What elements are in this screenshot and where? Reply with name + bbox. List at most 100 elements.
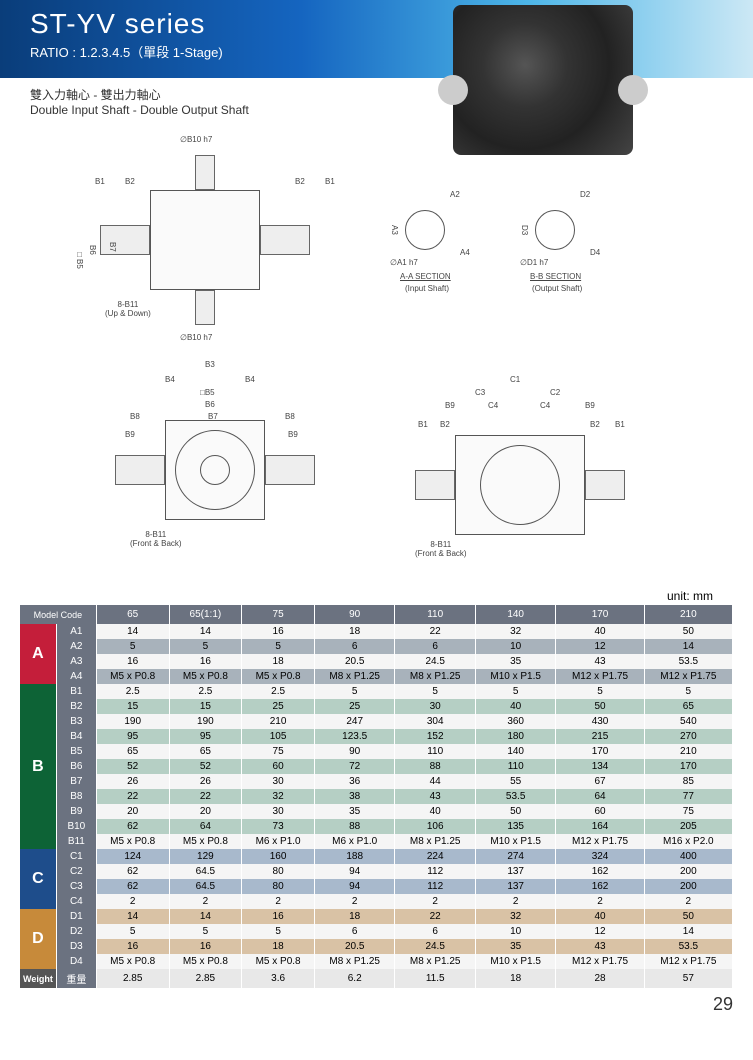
cell-value: 67 — [556, 774, 644, 789]
model-col: 140 — [475, 605, 555, 624]
cell-value: 5 — [644, 684, 732, 699]
table-row: A316161820.524.5354353.5 — [20, 654, 733, 669]
cell-value: 5 — [395, 684, 475, 699]
cell-value: 95 — [169, 729, 242, 744]
cell-value: 5 — [96, 639, 169, 654]
cell-value: 20 — [169, 804, 242, 819]
table-row: B11M5 x P0.8M5 x P0.8M6 x P1.0M6 x P1.0M… — [20, 834, 733, 849]
table-row: DD11414161822324050 — [20, 909, 733, 924]
header-banner: ST-YV series RATIO : 1.2.3.4.5（單段 1-Stag… — [0, 0, 753, 78]
cell-value: 64 — [556, 789, 644, 804]
row-code: B8 — [56, 789, 96, 804]
cell-value: 20 — [96, 804, 169, 819]
cell-value: 20.5 — [314, 654, 394, 669]
cell-value: M5 x P0.8 — [96, 834, 169, 849]
cell-value: M8 x P1.25 — [395, 834, 475, 849]
table-row: B3190190210247304360430540 — [20, 714, 733, 729]
cell-value: 25 — [314, 699, 394, 714]
cell-value: 11.5 — [395, 969, 475, 988]
cell-value: 110 — [395, 744, 475, 759]
label-input-shaft: (Input Shaft) — [405, 284, 449, 293]
spec-table-wrap: Model Code 65 65(1:1) 75 90 110 140 170 … — [0, 605, 753, 988]
cell-value: 90 — [314, 744, 394, 759]
cell-value: M5 x P0.8 — [96, 954, 169, 969]
cell-value: 10 — [475, 924, 555, 939]
cell-value: 137 — [475, 864, 555, 879]
label-c3: C3 — [475, 388, 485, 397]
product-photo — [453, 5, 633, 155]
model-col: 210 — [644, 605, 732, 624]
cell-value: M12 x P1.75 — [644, 954, 732, 969]
cell-value: M8 x P1.25 — [314, 669, 394, 684]
label-b5-t: □B5 — [200, 388, 215, 397]
cell-value: 18 — [314, 909, 394, 924]
cell-value: 140 — [475, 744, 555, 759]
cell-value: 22 — [395, 624, 475, 639]
cell-value: 160 — [242, 849, 315, 864]
label-b1-sr: B1 — [615, 420, 625, 429]
cell-value: 152 — [395, 729, 475, 744]
cell-value: 53.5 — [644, 654, 732, 669]
cell-value: 124 — [96, 849, 169, 864]
table-row: D255566101214 — [20, 924, 733, 939]
cell-value: 43 — [395, 789, 475, 804]
cell-value: 80 — [242, 879, 315, 894]
cell-value: 2.5 — [242, 684, 315, 699]
cell-value: 15 — [169, 699, 242, 714]
cell-value: 14 — [644, 924, 732, 939]
label-d3: D3 — [520, 225, 529, 235]
row-code: A1 — [56, 624, 96, 639]
cell-value: 2 — [314, 894, 394, 909]
row-code: B2 — [56, 699, 96, 714]
diagram-bb-section: D2 D3 ∅D1 h7 D4 B-B SECTION (Output Shaf… — [520, 190, 640, 300]
label-b2: B2 — [125, 177, 135, 186]
model-col: 170 — [556, 605, 644, 624]
label-b9-sr: B9 — [585, 401, 595, 410]
cell-value: 5 — [475, 684, 555, 699]
cell-value: 360 — [475, 714, 555, 729]
cell-value: 6 — [395, 639, 475, 654]
cell-value: 2 — [96, 894, 169, 909]
label-b2-sl: B2 — [440, 420, 450, 429]
row-code: B3 — [56, 714, 96, 729]
cell-value: 3.6 — [242, 969, 315, 988]
cell-value: 43 — [556, 939, 644, 954]
label-b7: B7 — [108, 242, 117, 252]
row-code: C1 — [56, 849, 96, 864]
cell-value: 6 — [314, 924, 394, 939]
cell-value: 112 — [395, 864, 475, 879]
cell-value: 5 — [96, 924, 169, 939]
cell-value: 5 — [169, 924, 242, 939]
cell-value: 75 — [644, 804, 732, 819]
model-col: 110 — [395, 605, 475, 624]
row-code: D4 — [56, 954, 96, 969]
table-row: B65252607288110134170 — [20, 759, 733, 774]
row-code: C3 — [56, 879, 96, 894]
cell-value: 35 — [475, 939, 555, 954]
cell-value: 95 — [96, 729, 169, 744]
cell-value: M5 x P0.8 — [242, 954, 315, 969]
model-code-header: Model Code — [20, 605, 96, 624]
cell-value: 40 — [556, 909, 644, 924]
table-row: A255566101214 — [20, 639, 733, 654]
cell-value: 2 — [242, 894, 315, 909]
cell-value: 2.85 — [96, 969, 169, 988]
cell-value: 180 — [475, 729, 555, 744]
label-b2-sr: B2 — [590, 420, 600, 429]
label-b1-r: B1 — [325, 177, 335, 186]
cell-value: 2.85 — [169, 969, 242, 988]
cell-value: M6 x P1.0 — [242, 834, 315, 849]
cell-value: 85 — [644, 774, 732, 789]
unit-label: unit: mm — [0, 585, 753, 605]
cell-value: 129 — [169, 849, 242, 864]
label-c1: C1 — [510, 375, 520, 384]
label-b3: B3 — [205, 360, 215, 369]
technical-diagrams: ∅B10 h7 B1 B2 B2 B1 □B5 B6 B7 8-B11 (Up … — [0, 125, 753, 585]
diagram-top-view: B3 B4 B4 □B5 B6 B7 B8 B9 B8 B9 8-B11 (Fr… — [70, 360, 360, 570]
table-row: D316161820.524.5354353.5 — [20, 939, 733, 954]
cell-value: M6 x P1.0 — [314, 834, 394, 849]
diagram-side-view: C1 C3 C2 B9 C4 C4 B9 B1 B2 B2 B1 8-B11 (… — [380, 375, 660, 575]
cell-value: 274 — [475, 849, 555, 864]
label-b4-r: B4 — [245, 375, 255, 384]
label-b6: B6 — [88, 245, 97, 255]
